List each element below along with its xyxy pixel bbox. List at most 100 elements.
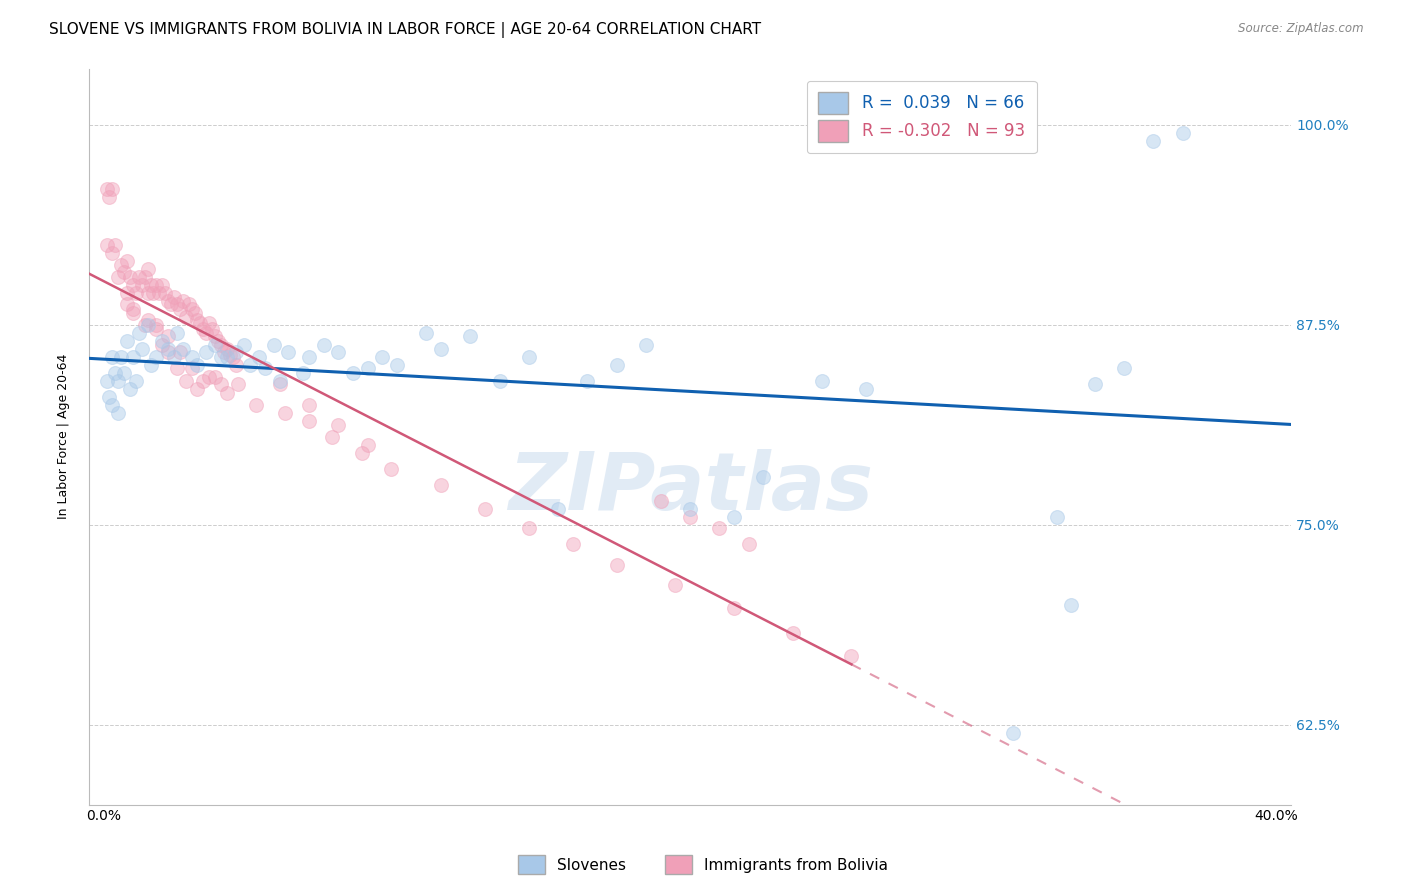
Point	[679, 509, 702, 524]
Point	[136, 285, 159, 300]
Point	[225, 344, 247, 359]
Point	[122, 350, 145, 364]
Point	[145, 318, 167, 332]
Point	[139, 277, 162, 292]
Point	[204, 370, 226, 384]
Point	[134, 269, 156, 284]
Point	[277, 344, 299, 359]
Point	[174, 310, 197, 324]
Point	[115, 334, 138, 348]
Point	[576, 374, 599, 388]
Point	[606, 558, 628, 572]
Point	[209, 350, 232, 364]
Point	[298, 398, 321, 412]
Point	[136, 261, 159, 276]
Point	[458, 328, 481, 343]
Point	[172, 342, 194, 356]
Point	[228, 376, 250, 391]
Point	[118, 269, 141, 284]
Point	[1142, 134, 1164, 148]
Point	[488, 374, 510, 388]
Legend: R =  0.039   N = 66, R = -0.302   N = 93: R = 0.039 N = 66, R = -0.302 N = 93	[807, 80, 1036, 153]
Point	[169, 344, 191, 359]
Point	[517, 350, 540, 364]
Point	[131, 277, 153, 292]
Point	[101, 245, 124, 260]
Point	[380, 461, 402, 475]
Point	[225, 358, 247, 372]
Point	[709, 521, 731, 535]
Point	[198, 316, 221, 330]
Point	[166, 360, 188, 375]
Point	[212, 344, 235, 359]
Point	[180, 360, 202, 375]
Point	[101, 398, 124, 412]
Point	[157, 328, 180, 343]
Point	[312, 338, 335, 352]
Point	[172, 293, 194, 308]
Point	[157, 344, 180, 359]
Point	[239, 358, 262, 372]
Point	[201, 322, 224, 336]
Point	[1171, 126, 1194, 140]
Point	[221, 350, 243, 364]
Text: SLOVENE VS IMMIGRANTS FROM BOLIVIA IN LABOR FORCE | AGE 20-64 CORRELATION CHART: SLOVENE VS IMMIGRANTS FROM BOLIVIA IN LA…	[49, 22, 761, 38]
Point	[215, 386, 238, 401]
Point	[96, 181, 118, 195]
Legend: Slovenes, Immigrants from Bolivia: Slovenes, Immigrants from Bolivia	[512, 849, 894, 880]
Point	[561, 537, 583, 551]
Point	[430, 342, 453, 356]
Point	[636, 338, 658, 352]
Point	[606, 358, 628, 372]
Point	[356, 437, 378, 451]
Point	[166, 326, 188, 340]
Point	[118, 382, 141, 396]
Point	[195, 344, 218, 359]
Point	[190, 316, 212, 330]
Point	[207, 334, 229, 348]
Point	[150, 338, 173, 352]
Point	[186, 358, 208, 372]
Point	[247, 350, 270, 364]
Point	[738, 537, 761, 551]
Point	[122, 306, 145, 320]
Point	[107, 374, 129, 388]
Point	[104, 237, 127, 252]
Point	[131, 342, 153, 356]
Point	[163, 350, 186, 364]
Point	[298, 350, 321, 364]
Text: ZIPatlas: ZIPatlas	[508, 449, 873, 527]
Point	[115, 253, 138, 268]
Point	[474, 501, 496, 516]
Point	[855, 382, 877, 396]
Point	[115, 297, 138, 311]
Point	[150, 334, 173, 348]
Point	[122, 277, 145, 292]
Point	[107, 269, 129, 284]
Point	[163, 290, 186, 304]
Point	[233, 338, 256, 352]
Point	[150, 277, 173, 292]
Point	[215, 350, 238, 364]
Point	[193, 374, 215, 388]
Point	[183, 306, 205, 320]
Point	[356, 360, 378, 375]
Point	[96, 237, 118, 252]
Point	[371, 350, 394, 364]
Point	[782, 626, 804, 640]
Point	[107, 406, 129, 420]
Point	[269, 374, 291, 388]
Point	[298, 413, 321, 427]
Point	[122, 301, 145, 316]
Point	[1046, 509, 1069, 524]
Point	[752, 469, 775, 483]
Point	[415, 326, 437, 340]
Point	[321, 429, 343, 443]
Point	[136, 312, 159, 326]
Point	[177, 297, 200, 311]
Point	[153, 285, 176, 300]
Point	[98, 390, 121, 404]
Point	[134, 318, 156, 332]
Point	[209, 338, 232, 352]
Point	[145, 350, 167, 364]
